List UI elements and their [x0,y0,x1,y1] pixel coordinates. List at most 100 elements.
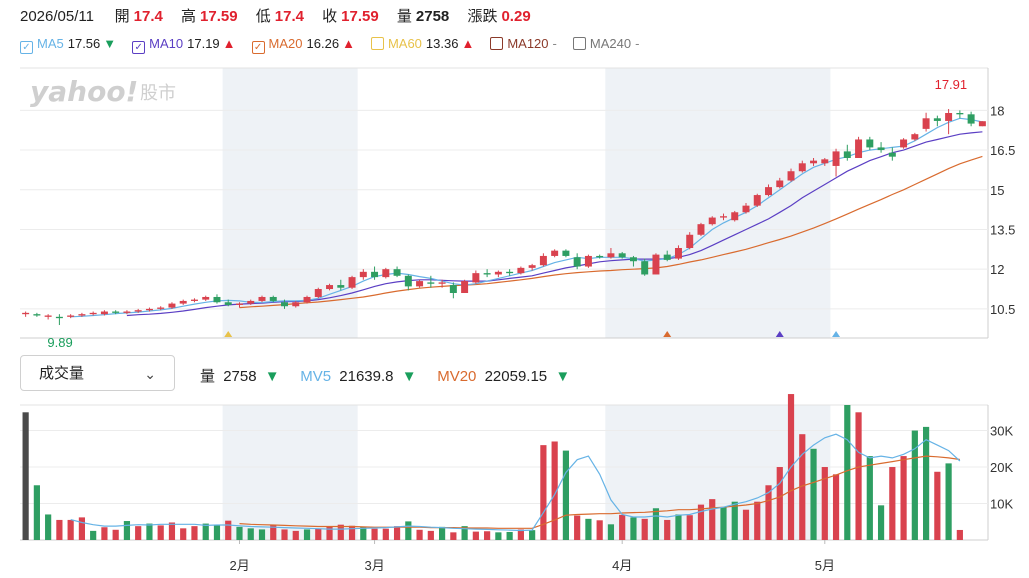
volume-bar [450,532,457,540]
candle [551,249,559,258]
candle-body [438,282,446,284]
candle [89,311,97,316]
candle-body [337,285,345,288]
candle [877,142,885,153]
volume-bar [484,531,491,540]
legend-ma10[interactable]: ✓ MA10 17.19 ▲ [132,36,236,54]
candle-body [539,255,547,266]
candle-body [202,296,210,300]
candle [145,307,153,312]
candle-body [900,139,908,148]
legend-ma240[interactable]: MA240- [572,36,639,51]
candle-body [855,139,863,158]
candle [641,258,649,276]
legend-name: MA20 [268,36,303,51]
candle-body [596,255,604,258]
volume-bar [934,471,941,540]
candle [427,275,435,288]
volume-bar [900,456,907,540]
signal-marker [663,331,672,337]
candle-body [731,212,739,221]
candle-body [528,265,536,268]
candle [494,270,502,278]
legend-checkbox[interactable] [490,37,504,50]
legend-checkbox[interactable]: ✓ [251,41,265,54]
arrow-down-icon: ▼ [103,36,117,51]
change-label: 漲跌 [467,8,498,25]
candle-body [787,171,795,181]
candle [731,210,739,222]
candle-body [697,224,705,235]
candle [33,312,41,317]
open-value: 17.4 [133,8,163,25]
legend-ma120[interactable]: MA120- [490,36,557,51]
candle-body [798,163,806,172]
candle [607,248,615,259]
legend-checkbox[interactable] [370,37,384,50]
candle [100,310,108,316]
volume-bar [607,524,615,540]
candle [776,177,784,189]
candle-body [641,261,649,275]
candle [539,253,547,267]
volume-bar [382,528,389,540]
shaded-period [605,68,831,338]
candle [157,306,165,311]
candle [449,282,457,299]
volume-bar [281,529,288,540]
candle [168,302,176,309]
volume-bar [33,485,40,540]
legend-ma60[interactable]: MA60 13.36 ▲ [370,36,474,51]
candle-body [708,217,716,225]
candle [134,308,142,313]
candle-body [449,285,457,293]
candle [978,121,986,127]
candle [629,255,637,267]
candle-body [933,118,941,121]
volume-bar [585,518,592,540]
candle [562,249,570,258]
candle-body [55,316,63,319]
candle [945,109,953,135]
legend-value: 17.56 [67,36,101,51]
ma10-line [126,131,983,317]
candle-body [190,299,198,301]
legend-checkbox[interactable] [572,37,586,50]
volume-bar [123,521,131,540]
candle [719,213,727,221]
indicator-select-value: 成交量 [39,365,85,382]
volume-bar [258,529,266,540]
legend-checkbox[interactable]: ✓ [132,41,146,54]
volume-bar [213,524,221,540]
legend-ma20[interactable]: ✓ MA20 16.26 ▲ [251,36,355,54]
volume-bar [157,525,164,540]
volume-bar [562,450,570,540]
candle [213,294,221,304]
candle [281,299,289,309]
candle [438,279,446,288]
candle [922,112,930,132]
volume-bar [45,514,52,540]
indicator-select[interactable]: 成交量 ⌄ [20,355,175,391]
candle [269,295,277,303]
volume-bar [720,507,727,540]
candle [506,269,514,276]
candle [461,279,469,293]
volume-bar [799,434,806,540]
volume-bar [270,525,277,540]
volume-bar [495,532,502,540]
close-label: 收 [322,8,338,25]
volume-bar [78,517,86,540]
quote-header: 2026/05/11 開 17.4 高 17.59 低 17.4 收 17.59 量 27… [20,5,545,26]
volume-bar [438,526,446,540]
candle [303,295,311,304]
price-tick-label: 18 [990,103,1004,118]
legend-checkbox[interactable]: ✓ [20,41,33,54]
legend-ma5[interactable]: ✓ MA5 17.56 ▼ [20,36,116,54]
candle [44,314,52,320]
price-tick-label: 13.5 [990,222,1015,237]
candle-body [776,180,784,188]
month-label: 3月 [365,558,385,573]
open-label: 開 [114,8,130,25]
high-value: 17.59 [200,8,238,25]
